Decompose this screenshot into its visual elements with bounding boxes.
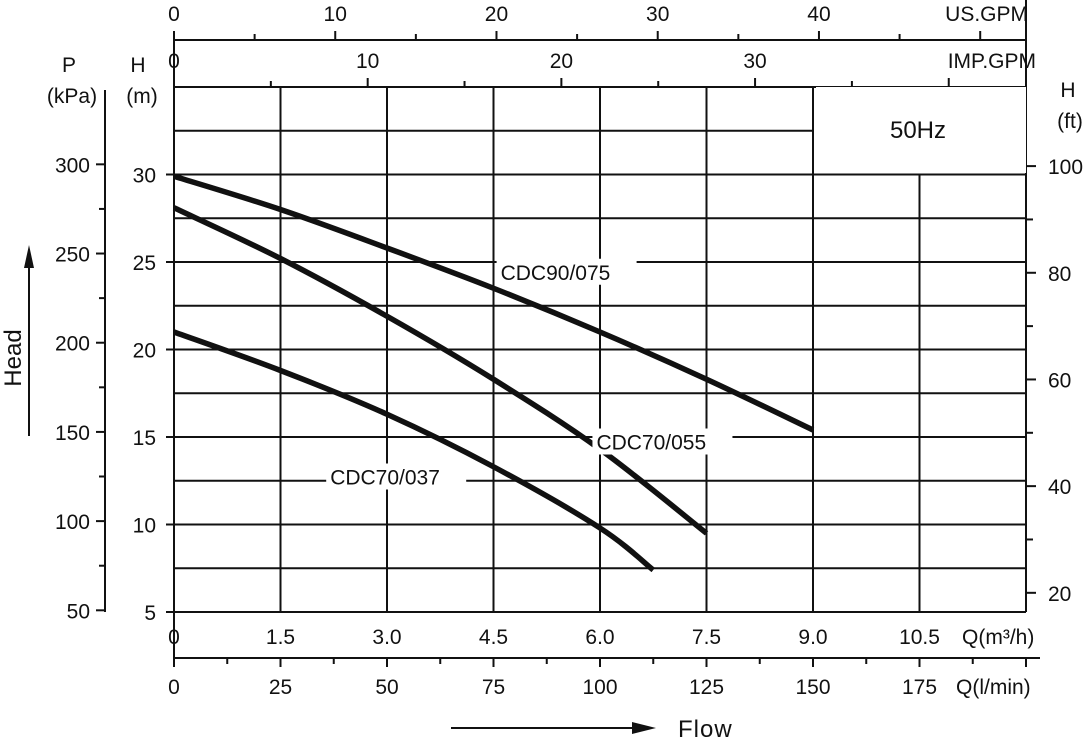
x-usgpm-unit: US.GPM (945, 3, 1028, 26)
y-kpa-tick-label: 100 (55, 511, 90, 534)
y-ft-unit-line1: H (1060, 79, 1075, 102)
y-kpa-tick-label: 200 (55, 333, 90, 356)
x-lmin-tick-label: 50 (375, 676, 398, 699)
frequency-box (816, 87, 1026, 173)
x-usgpm-tick-label: 10 (324, 3, 347, 26)
x-lmin-unit: Q(l/min) (956, 676, 1031, 699)
y-m-unit-line2: (m) (126, 85, 157, 108)
curve-label-bg (496, 258, 637, 285)
x-axis-title: Flow (678, 716, 733, 739)
x-lmin-tick-label: 75 (482, 676, 505, 699)
y-kpa-tick-label: 150 (55, 422, 90, 445)
x-impgpm-unit: IMP.GPM (948, 50, 1036, 73)
y-kpa-tick-label: 50 (67, 600, 90, 623)
axes (96, 31, 1040, 667)
x-m3h-tick-label: 3.0 (372, 626, 401, 649)
y-kpa-unit-line2: (kPa) (47, 85, 97, 108)
curve-line (173, 173, 815, 433)
x-impgpm-tick-label: 0 (168, 50, 180, 73)
y-kpa-unit-line1: P (62, 54, 76, 77)
y-m-unit-line1: H (130, 54, 145, 77)
x-usgpm-tick-label: 20 (485, 3, 508, 26)
x-lmin-tick-label: 25 (269, 676, 292, 699)
y-m-tick-label: 25 (133, 252, 156, 275)
x-lmin-tick-label: 150 (795, 676, 830, 699)
curves (172, 173, 815, 573)
y-axis-title-arrowhead (24, 245, 34, 268)
x-impgpm-tick-label: 30 (743, 50, 766, 73)
y-ft-tick-label: 60 (1048, 369, 1071, 392)
y-axis-title: Head (0, 329, 27, 386)
labels: 51015202530H(m)50100150200250300P(kPa)20… (47, 3, 1083, 699)
grid-lines (173, 0, 1027, 660)
x-impgpm-tick-label: 10 (356, 50, 379, 73)
x-lmin-tick-label: 175 (902, 676, 937, 699)
x-lmin-tick-label: 125 (689, 676, 724, 699)
curve-label-bg (592, 428, 733, 455)
curve-label-bg (326, 463, 467, 490)
x-m3h-tick-label: 1.5 (266, 626, 295, 649)
x-axis-title-arrowhead (632, 722, 656, 734)
x-lmin-tick-label: 0 (168, 676, 180, 699)
x-m3h-tick-label: 7.5 (692, 626, 721, 649)
y-ft-unit-line2: (ft) (1057, 110, 1083, 133)
y-m-tick-label: 5 (144, 602, 156, 625)
x-usgpm-tick-label: 30 (646, 3, 669, 26)
x-m3h-tick-label: 4.5 (479, 626, 508, 649)
curve-label: CDC70/037 (330, 467, 440, 490)
x-usgpm-tick-label: 40 (807, 3, 830, 26)
x-m3h-tick-label: 0 (168, 626, 180, 649)
x-lmin-tick-label: 100 (582, 676, 617, 699)
x-m3h-tick-label: 9.0 (798, 626, 827, 649)
curve-label: CDC70/055 (596, 432, 706, 455)
y-kpa-tick-label: 300 (55, 154, 90, 177)
y-ft-tick-label: 100 (1048, 156, 1083, 179)
curve-line (173, 329, 655, 573)
frequency-label: 50Hz (890, 117, 946, 144)
y-m-tick-label: 30 (133, 165, 156, 188)
x-m3h-tick-label: 10.5 (899, 626, 940, 649)
curve-line (172, 205, 709, 536)
y-ft-tick-label: 80 (1048, 263, 1071, 286)
x-impgpm-tick-label: 20 (550, 50, 573, 73)
y-m-tick-label: 10 (133, 515, 156, 538)
curve-label: CDC90/075 (501, 262, 611, 285)
y-m-tick-label: 20 (133, 340, 156, 363)
y-m-tick-label: 15 (133, 427, 156, 450)
x-usgpm-tick-label: 0 (168, 3, 180, 26)
x-m3h-tick-label: 6.0 (585, 626, 614, 649)
x-m3h-unit: Q(m³/h) (962, 626, 1034, 649)
y-ft-tick-label: 40 (1048, 476, 1071, 499)
y-kpa-tick-label: 250 (55, 244, 90, 267)
y-ft-tick-label: 20 (1048, 583, 1071, 606)
